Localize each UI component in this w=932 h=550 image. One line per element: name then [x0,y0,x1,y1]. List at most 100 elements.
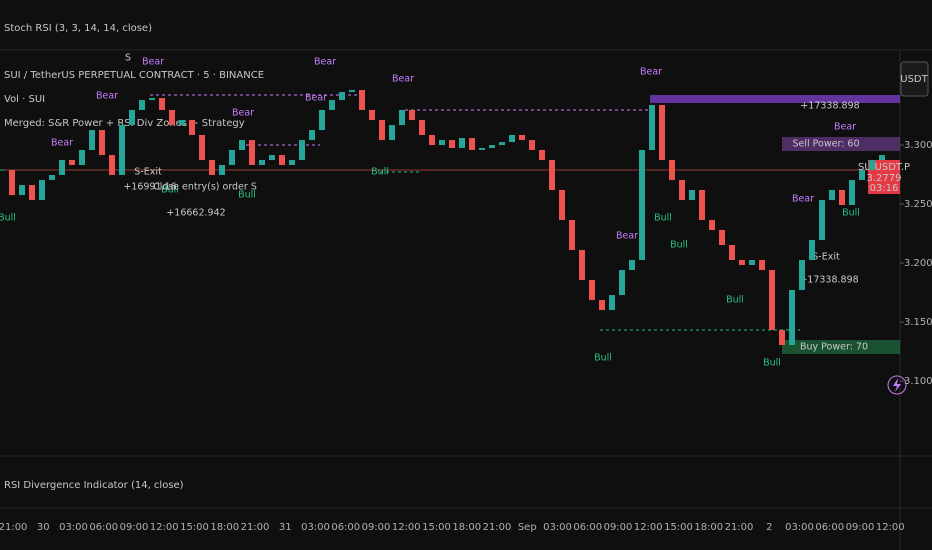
currency-button[interactable] [900,61,929,97]
bear-label: Bear [834,122,856,133]
exit-label: S-Exit [812,252,840,263]
candle [129,109,135,126]
bull-label: Bull [654,213,672,224]
x-tick-label: 09:00 [120,522,149,533]
bear-label: Bear [96,91,118,102]
bull-label: Bull [842,208,860,219]
y-tick-label: 3.3000 [904,140,932,151]
x-tick-label: 06:00 [89,522,118,533]
alert-icon[interactable] [887,375,907,395]
x-tick-label: 15:00 [422,522,451,533]
candle [429,134,435,146]
profit-label: +16662.942 [166,208,225,219]
candle [239,140,245,150]
x-tick-label: 03:00 [59,522,88,533]
x-tick-label: Sep [518,522,537,533]
bear-label: Bear [392,74,414,85]
candle [299,140,305,161]
candle [839,190,845,205]
candle [709,219,715,231]
candle [439,140,445,146]
candle [159,98,165,110]
exit-label: S-Exit [134,167,162,178]
price-tag-price: 3.2779 [867,173,902,184]
candle [199,134,205,161]
price-tag-countdown: 03:16 [870,183,899,194]
candle [809,240,815,260]
candle [119,125,125,176]
candle [339,92,345,101]
candle [619,270,625,296]
candle [259,160,265,165]
strategy-lines [0,94,900,354]
candle [449,140,455,148]
x-tick-label: 21:00 [0,522,27,533]
candle [219,164,225,176]
candle [569,219,575,250]
candle [539,149,545,161]
candle [89,130,95,150]
candle [99,130,105,156]
indicator-title: Stoch RSI (3, 3, 14, 14, close) [4,23,152,34]
candle [9,170,15,196]
candle [459,138,465,148]
candle [549,160,555,190]
candle [789,289,795,345]
x-tick-label: 18:00 [210,522,239,533]
candle [769,270,775,330]
candle [309,130,315,141]
y-tick-label: 3.1000 [904,376,932,387]
candle [649,105,655,150]
bear-label: Bear [51,138,73,149]
x-tick-label: 18:00 [452,522,481,533]
candle [699,190,705,220]
candle [759,260,765,271]
x-tick-label: 06:00 [331,522,360,533]
candle [579,249,585,280]
candle [379,120,385,141]
candle [799,260,805,290]
x-tick-label: 03:00 [543,522,572,533]
candle [209,160,215,176]
x-tick-label: 15:00 [180,522,209,533]
candle [559,190,565,220]
candle [499,142,505,146]
candle [629,260,635,271]
candle [589,279,595,301]
annotations: Bear Bear Bear Bear Bear Bear Bear Bear … [0,53,868,369]
candle [489,145,495,148]
x-tick-label: 15:00 [664,522,693,533]
candle [79,149,85,165]
candle [39,179,45,201]
candle [189,120,195,135]
candle [519,134,525,141]
profit-label: +17338.898 [799,275,858,286]
x-tick-label: 31 [279,522,292,533]
candle [19,185,25,196]
candle [469,138,475,150]
x-tick-label: 09:00 [362,522,391,533]
bear-label: Bear [640,67,662,78]
candle [349,90,355,93]
candle [179,120,185,126]
bear-label: Bear [616,231,638,242]
candle [599,300,605,311]
x-tick-label: 18:00 [694,522,723,533]
y-tick-label: 3.1500 [904,317,932,328]
candle [169,109,175,126]
candle [829,190,835,201]
buy-zone [782,340,900,354]
candle [249,140,255,165]
x-tick-label: 09:00 [604,522,633,533]
x-tick-label: 30 [37,522,50,533]
profit-label: +16991.16 [123,182,176,193]
currency-label: USDT [900,74,928,85]
candle [269,155,275,161]
bull-label: Bull [238,190,256,201]
candle [319,109,325,131]
x-tick-label: 06:00 [815,522,844,533]
bear-label: Bear [142,57,164,68]
candle [779,330,785,345]
